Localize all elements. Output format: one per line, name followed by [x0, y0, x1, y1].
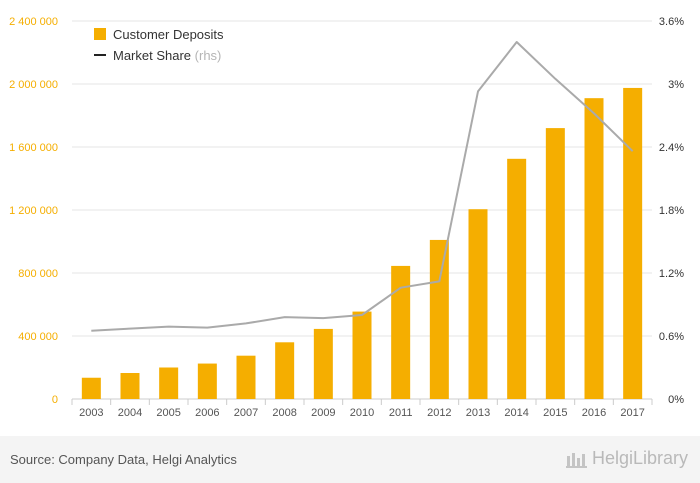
right-tick-label: 1.2% — [659, 268, 684, 280]
left-tick-label: 1 600 000 — [9, 142, 58, 154]
library-icon — [565, 452, 587, 468]
x-tick-label: 2017 — [620, 407, 644, 419]
bar-2015 — [545, 128, 565, 399]
left-tick-label: 0 — [52, 394, 58, 406]
bar-2013 — [468, 209, 488, 399]
x-tick-label: 2004 — [118, 407, 142, 419]
left-tick-label: 2 400 000 — [9, 16, 58, 28]
x-tick-label: 2014 — [504, 407, 528, 419]
left-tick-label: 2 000 000 — [9, 79, 58, 91]
legend-deposits-label: Customer Deposits — [113, 27, 224, 42]
x-axis: 2003 2004 2005 2006 2007 2008 2009 2010 2011 2012… — [71, 399, 653, 419]
bar-2016 — [584, 98, 604, 400]
bar-2010 — [352, 311, 372, 399]
x-tick-label: 2012 — [427, 407, 451, 419]
right-tick-label: 3% — [668, 79, 684, 91]
bar-2012 — [429, 239, 449, 399]
x-tick-label: 2003 — [79, 407, 103, 419]
source-text: Source: Company Data, Helgi Analytics — [10, 452, 237, 467]
x-tick-label: 2009 — [311, 407, 335, 419]
bar-2009 — [313, 328, 333, 399]
x-tick-label: 2005 — [156, 407, 180, 419]
right-tick-label: 1.8% — [659, 205, 684, 217]
bar-2017 — [623, 87, 643, 399]
helgi-library-logo[interactable]: HelgiLibrary — [565, 448, 688, 469]
x-tick-label: 2013 — [466, 407, 490, 419]
bar-2006 — [197, 363, 217, 399]
bar-series — [81, 87, 643, 400]
right-tick-label: 0% — [668, 394, 684, 406]
bar-2005 — [159, 367, 179, 399]
x-tick-label: 2008 — [272, 407, 296, 419]
legend-share-name: Market Share — [113, 48, 191, 63]
left-tick-label: 400 000 — [18, 331, 58, 343]
x-tick-label: 2006 — [195, 407, 219, 419]
x-tick-label: 2007 — [234, 407, 258, 419]
legend-deposits-swatch — [94, 28, 106, 40]
grid-lines — [72, 20, 652, 400]
right-tick-label: 2.4% — [659, 142, 684, 154]
bar-2014 — [507, 158, 527, 399]
x-tick-label: 2016 — [582, 407, 606, 419]
x-tick-label: 2010 — [350, 407, 374, 419]
legend: Customer Deposits Market Share (rhs) — [94, 27, 224, 63]
left-tick-label: 800 000 — [18, 268, 58, 280]
legend-share-label: Market Share (rhs) — [113, 48, 221, 63]
left-tick-label: 1 200 000 — [9, 205, 58, 217]
legend-share-suffix: (rhs) — [195, 48, 222, 63]
footer: Source: Company Data, Helgi Analytics He… — [0, 436, 700, 483]
brand-name: HelgiLibrary — [591, 448, 688, 468]
bar-2008 — [275, 342, 295, 399]
bar-2004 — [120, 373, 140, 399]
x-tick-label: 2015 — [543, 407, 567, 419]
bar-2003 — [81, 377, 101, 399]
line-series — [91, 41, 634, 332]
right-tick-label: 3.6% — [659, 16, 684, 28]
right-tick-label: 0.6% — [659, 331, 684, 343]
bar-2011 — [391, 265, 411, 399]
left-axis: 0 400 000 800 000 1 200 000 1 600 000 2 000 0… — [9, 16, 58, 406]
x-tick-label: 2011 — [389, 407, 413, 419]
bar-2007 — [236, 355, 256, 399]
right-axis: 0% 0.6% 1.2% 1.8% 2.4% 3% 3.6% — [659, 16, 684, 406]
